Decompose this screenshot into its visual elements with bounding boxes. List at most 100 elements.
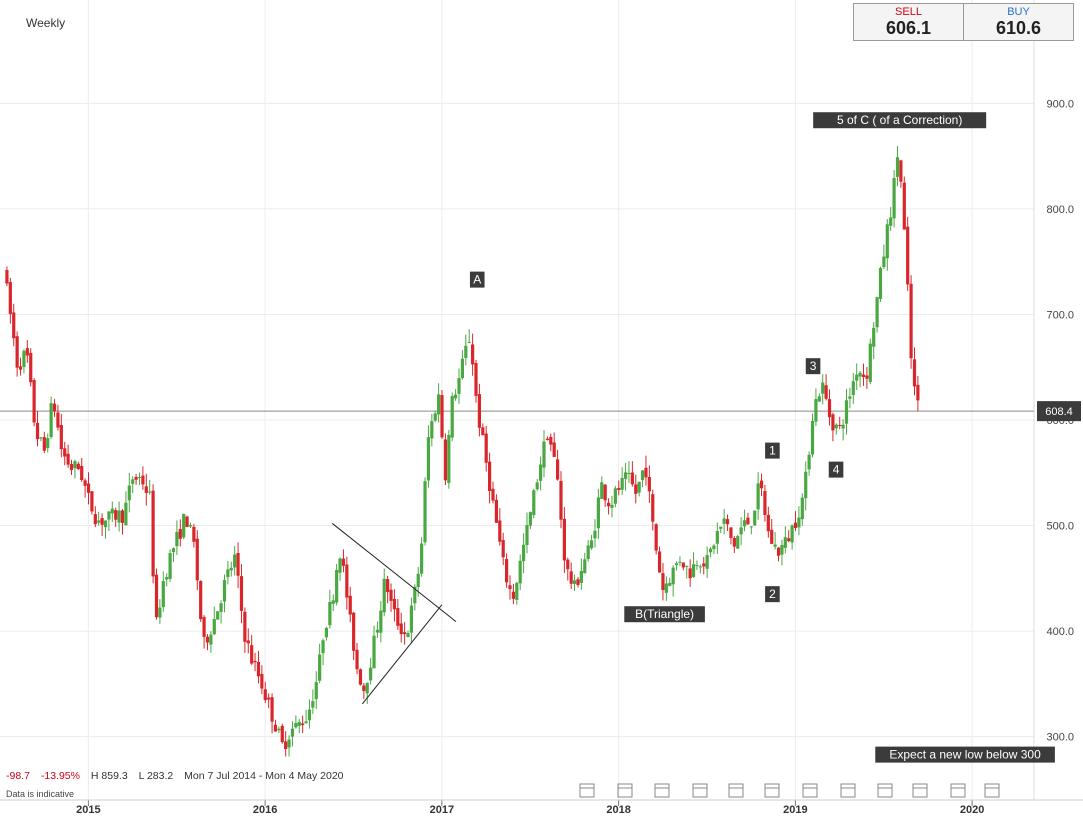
candle-body xyxy=(127,485,131,501)
annotation-box xyxy=(469,271,485,288)
candle-body xyxy=(773,544,777,547)
candle-body xyxy=(290,728,295,737)
annotation-label: A xyxy=(473,273,481,287)
candle-body xyxy=(294,722,298,728)
candle-body xyxy=(318,654,322,681)
candle-body xyxy=(433,413,437,421)
candle-body xyxy=(555,459,560,480)
candle-body xyxy=(52,403,57,412)
candle-body xyxy=(403,632,407,635)
candle-body xyxy=(790,525,794,543)
candle-body xyxy=(606,502,611,507)
candle-body xyxy=(627,472,631,474)
candle-body xyxy=(321,640,325,654)
candle-body xyxy=(131,479,135,484)
candle-body xyxy=(722,518,726,524)
indicative-note: Data is indicative xyxy=(6,789,75,799)
candle-body xyxy=(263,689,267,701)
candle-body xyxy=(525,524,529,545)
candle-body xyxy=(93,514,97,525)
candle-body xyxy=(114,510,118,520)
candle-body xyxy=(46,438,50,449)
candle-body xyxy=(637,481,641,493)
candle-body xyxy=(15,336,19,368)
candle-body xyxy=(63,448,67,457)
candle-body xyxy=(851,381,855,395)
candle-body xyxy=(348,595,352,615)
candle-body xyxy=(39,437,43,439)
candle-body xyxy=(875,297,879,328)
candle-body xyxy=(314,682,318,700)
candle-body xyxy=(780,544,784,555)
candle-body xyxy=(545,438,549,441)
annotation-box xyxy=(828,461,844,478)
candle-body xyxy=(151,490,155,577)
candle-body xyxy=(515,582,519,600)
calendar-icon xyxy=(984,783,1000,798)
change-percent: -13.95% xyxy=(40,770,80,782)
candle-body xyxy=(583,559,587,574)
candle-body xyxy=(212,619,216,635)
x-tick-label: 2019 xyxy=(783,804,807,816)
candle-body xyxy=(406,633,410,638)
candle-body xyxy=(685,565,689,567)
candle-body xyxy=(909,283,913,359)
candle-body xyxy=(171,548,176,553)
candle-body xyxy=(895,157,900,177)
candle-body xyxy=(620,477,624,490)
calendar-icon xyxy=(877,783,893,798)
candle-body xyxy=(29,352,33,383)
candle-body xyxy=(729,527,733,538)
candle-body xyxy=(457,378,461,394)
candle-body xyxy=(732,538,736,547)
candle-body xyxy=(617,488,621,491)
candle-body xyxy=(56,412,60,428)
candle-body xyxy=(763,491,767,515)
candle-body xyxy=(22,350,26,367)
quote-panel: SELL 606.1 BUY 610.6 xyxy=(853,3,1074,41)
sell-button[interactable]: SELL 606.1 xyxy=(854,4,963,40)
calendar-icon xyxy=(802,783,818,798)
candle-body xyxy=(35,422,40,440)
current-price-label: 608.4 xyxy=(1045,406,1073,418)
candle-body xyxy=(25,348,29,356)
candle-body xyxy=(365,682,369,694)
triangle-line xyxy=(331,523,457,623)
candle-body xyxy=(49,403,53,438)
candle-body xyxy=(562,518,566,561)
candle-body xyxy=(518,560,522,584)
candle-body xyxy=(69,464,74,471)
annotation-box xyxy=(805,358,821,375)
candle-body xyxy=(766,514,770,532)
candle-body xyxy=(623,472,628,479)
annotation-label: 5 of C ( of a Correction) xyxy=(837,113,962,127)
sell-price: 606.1 xyxy=(885,18,932,38)
candle-body xyxy=(593,530,597,539)
buy-button[interactable]: BUY 610.6 xyxy=(963,4,1073,40)
candle-body xyxy=(566,559,570,570)
candle-body xyxy=(865,375,869,379)
candle-body xyxy=(855,374,859,381)
annotation-box xyxy=(765,586,780,603)
x-tick-label: 2020 xyxy=(960,804,984,816)
candle-body xyxy=(437,394,441,415)
candle-body xyxy=(175,531,179,547)
candle-body xyxy=(630,472,634,485)
annotation-label: Expect a new low below 300 xyxy=(889,748,1041,762)
candle-body xyxy=(793,522,798,528)
candle-body xyxy=(464,345,468,359)
candle-body xyxy=(233,554,237,568)
candle-body xyxy=(681,562,685,568)
candle-body xyxy=(858,372,862,377)
candle-body xyxy=(841,424,845,429)
candle-body xyxy=(338,558,342,573)
candle-body xyxy=(301,723,305,726)
candle-body xyxy=(824,385,828,399)
candle-body xyxy=(674,563,679,566)
candle-body xyxy=(399,623,403,635)
candle-body xyxy=(528,512,532,526)
candle-body xyxy=(270,697,274,722)
candle-body xyxy=(498,520,502,542)
triangle-line xyxy=(361,604,443,705)
